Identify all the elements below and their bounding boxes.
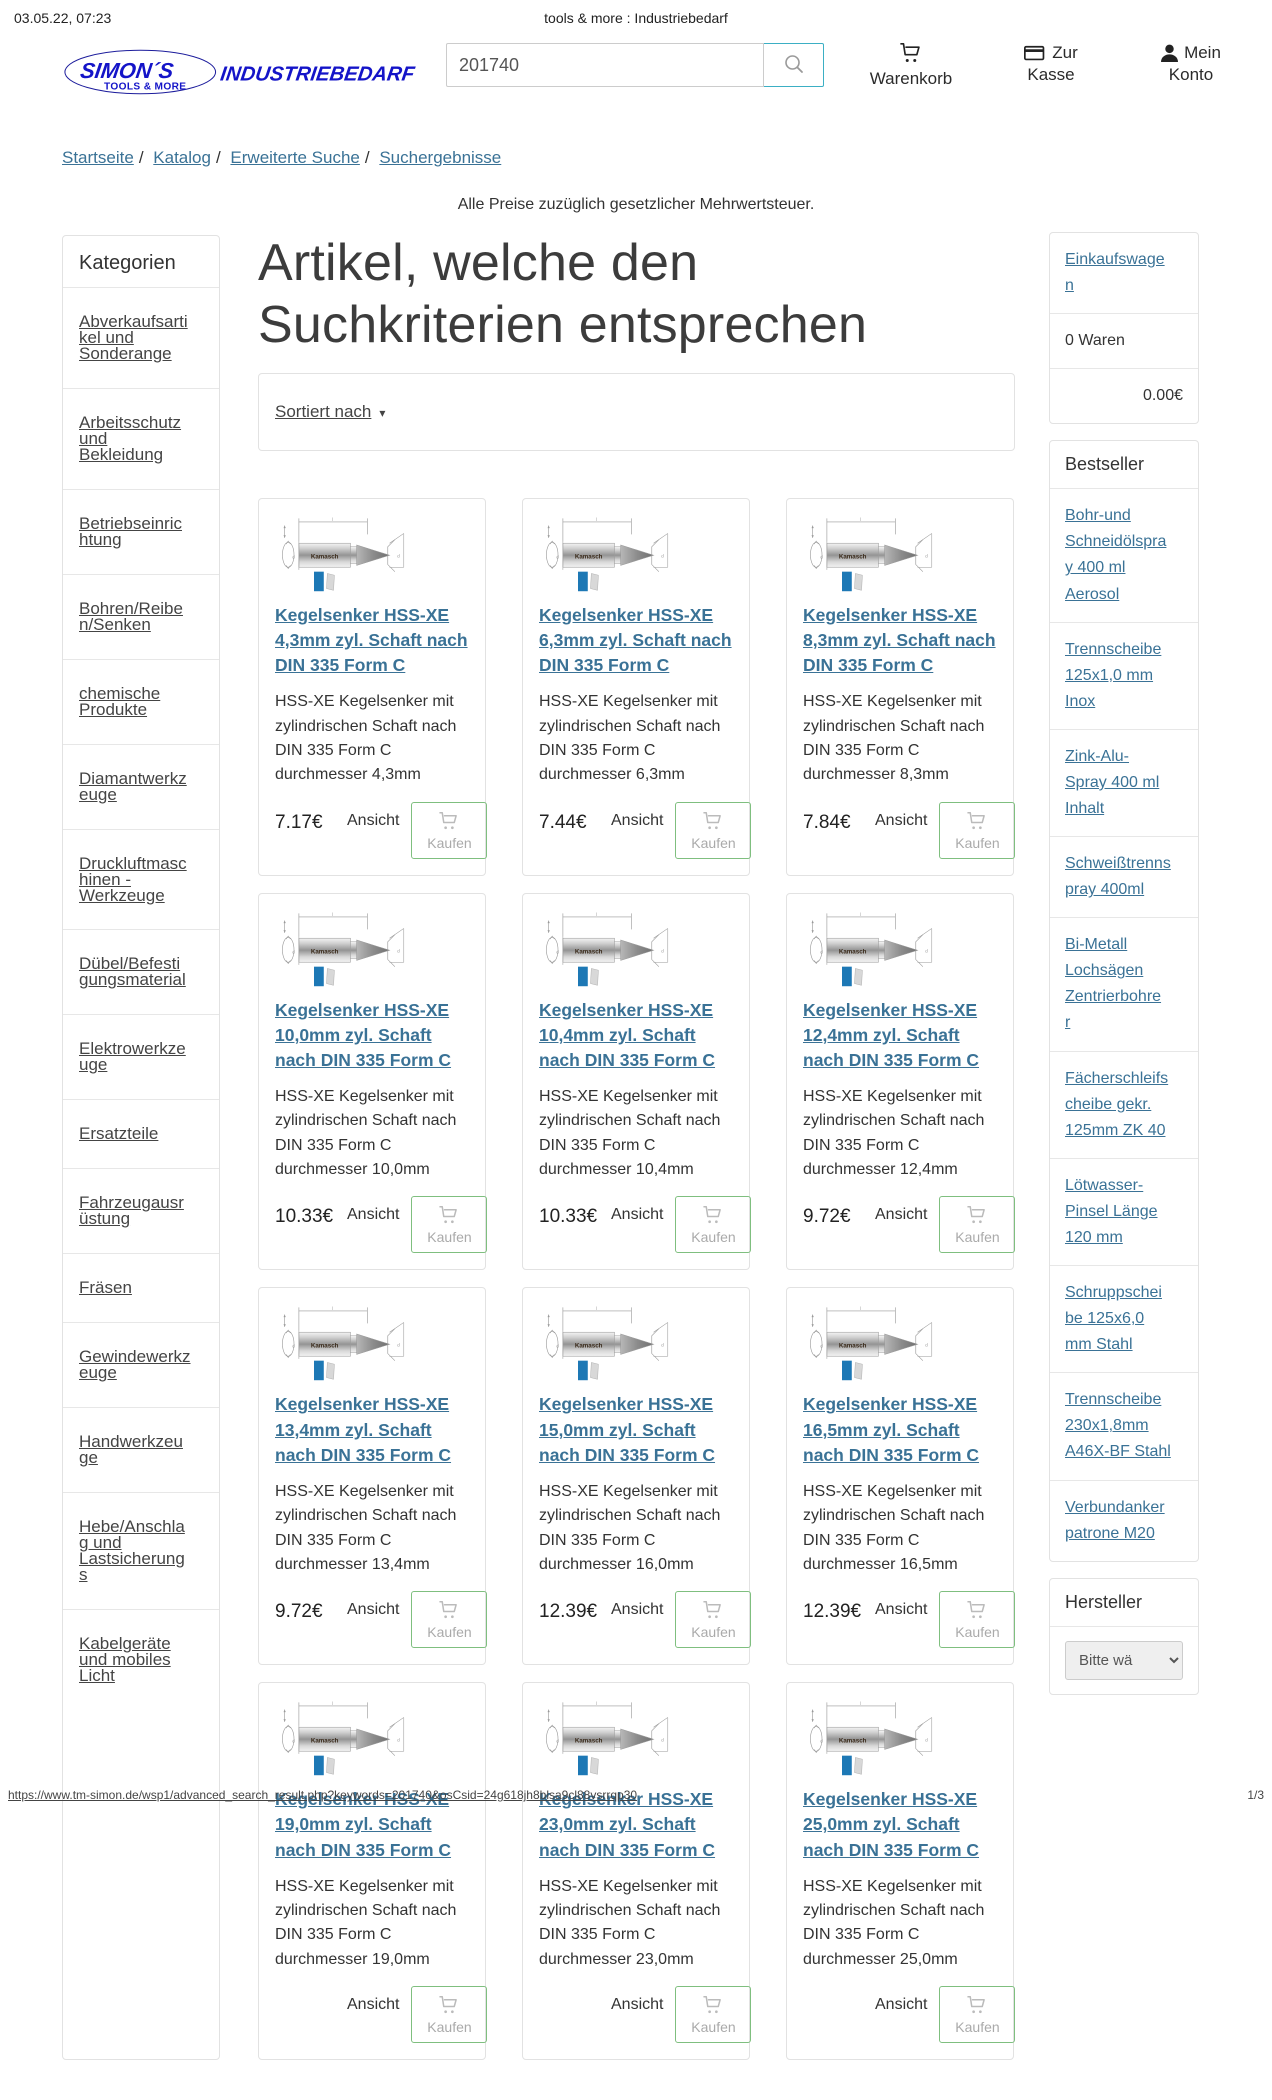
svg-text:INDUSTRIEBEDARF: INDUSTRIEBEDARF: [219, 64, 416, 86]
svg-text:TOOLS & MORE: TOOLS & MORE: [104, 81, 186, 92]
svg-text:SIMON´S: SIMON´S: [79, 58, 176, 83]
